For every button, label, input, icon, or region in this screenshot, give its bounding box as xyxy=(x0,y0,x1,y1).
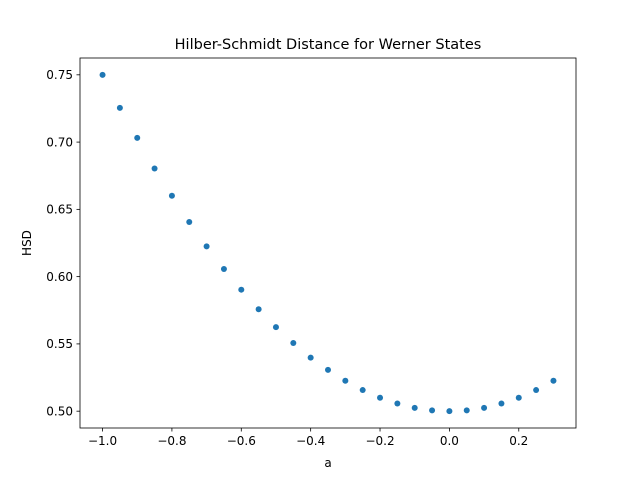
data-point xyxy=(186,219,193,226)
data-points xyxy=(99,71,557,415)
y-tick-label: 0.60 xyxy=(46,270,73,284)
y-tick-label: 0.50 xyxy=(46,404,73,418)
data-point xyxy=(515,394,522,401)
data-point xyxy=(116,104,123,111)
y-tick-label: 0.70 xyxy=(46,135,73,149)
data-point xyxy=(255,306,262,313)
data-point xyxy=(550,377,557,384)
x-tick-label: 0.0 xyxy=(440,434,459,448)
x-tick-label: −0.6 xyxy=(227,434,256,448)
y-tick-label: 0.65 xyxy=(46,203,73,217)
y-tick-label: 0.75 xyxy=(46,68,73,82)
data-point xyxy=(272,324,279,331)
plot-area xyxy=(80,58,576,428)
x-tick-label: −0.8 xyxy=(157,434,186,448)
data-point xyxy=(325,366,331,373)
x-tick-label: −0.2 xyxy=(365,434,394,448)
data-point xyxy=(481,404,488,411)
data-point xyxy=(498,400,505,407)
data-point xyxy=(429,407,436,414)
data-point xyxy=(446,408,453,415)
data-point xyxy=(411,404,418,411)
data-point xyxy=(463,407,470,414)
data-point xyxy=(203,243,210,250)
x-tick-label: 0.2 xyxy=(509,434,528,448)
y-axis-label: HSD xyxy=(20,230,34,256)
data-point xyxy=(359,387,366,394)
plot-frame xyxy=(79,57,577,429)
data-point xyxy=(151,165,158,172)
data-point xyxy=(99,71,106,78)
data-point xyxy=(307,354,314,361)
y-axis-ticks: 0.50 0.55 0.60 0.65 0.70 0.75 xyxy=(46,68,80,418)
data-point xyxy=(394,400,401,407)
data-point xyxy=(533,387,540,394)
x-axis-ticks: −1.0 −0.8 −0.6 −0.4 −0.2 0.0 0.2 xyxy=(88,428,528,448)
x-tick-label: −1.0 xyxy=(88,434,117,448)
data-point xyxy=(168,192,175,199)
data-point xyxy=(134,134,141,141)
data-point xyxy=(290,339,297,346)
data-point xyxy=(220,265,227,272)
data-point xyxy=(238,286,245,293)
x-tick-label: −0.4 xyxy=(296,434,325,448)
data-point xyxy=(377,394,384,401)
y-tick-label: 0.55 xyxy=(46,337,73,351)
chart-title: Hilber-Schmidt Distance for Werner State… xyxy=(175,37,482,53)
x-axis-label: a xyxy=(324,456,331,470)
data-point xyxy=(342,377,349,384)
